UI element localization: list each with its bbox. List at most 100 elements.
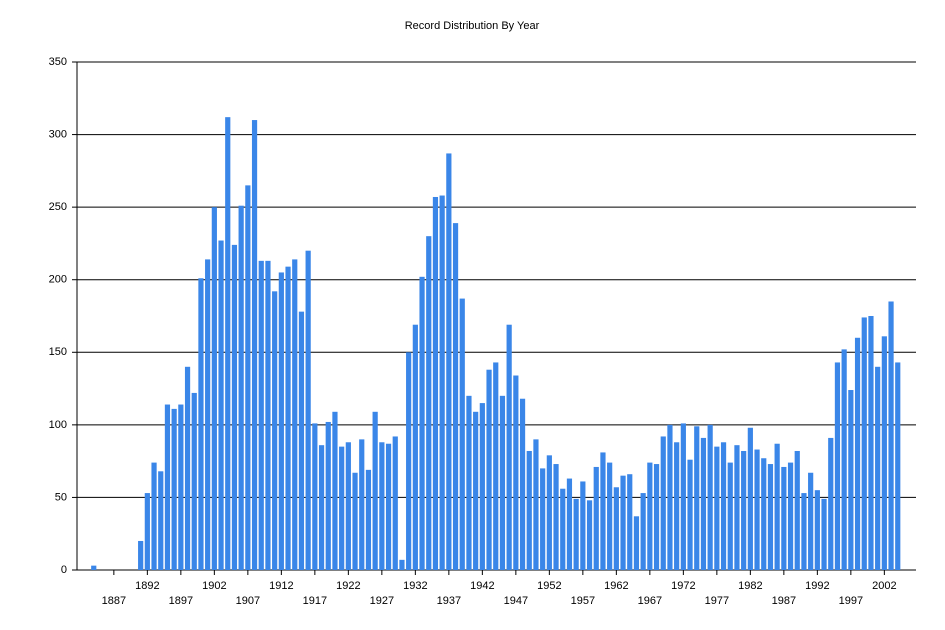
- bar: [854, 337, 861, 570]
- bar: [801, 493, 807, 570]
- bar: [265, 260, 271, 570]
- x-tick-label: 2002: [872, 580, 896, 592]
- bar: [694, 426, 700, 570]
- x-tick-label: 1907: [236, 595, 260, 607]
- bar: [305, 250, 311, 570]
- bar: [821, 498, 827, 570]
- x-tick-label: 1937: [437, 595, 461, 607]
- bar: [138, 540, 144, 570]
- bar: [231, 244, 238, 570]
- bar: [144, 493, 150, 570]
- chart-title: Record Distribution By Year: [405, 20, 540, 32]
- bar: [412, 324, 418, 570]
- bar: [720, 442, 727, 570]
- bar: [278, 272, 284, 570]
- bar: [687, 459, 693, 570]
- bar: [881, 336, 887, 570]
- bar: [499, 395, 506, 570]
- y-tick-label: 0: [61, 564, 67, 576]
- bar: [553, 464, 559, 570]
- bar: [607, 462, 613, 570]
- bar: [399, 559, 405, 570]
- bar: [875, 366, 881, 570]
- bar: [580, 481, 586, 570]
- bar: [184, 366, 191, 570]
- bar: [205, 259, 211, 570]
- bar: [312, 423, 318, 570]
- y-tick-label: 350: [49, 56, 67, 68]
- bar: [198, 278, 204, 570]
- bar: [747, 427, 753, 570]
- x-tick-label: 1977: [705, 595, 729, 607]
- bar: [339, 446, 345, 570]
- x-tick-label: 1912: [269, 580, 293, 592]
- x-tick-label: 1892: [135, 580, 159, 592]
- x-tick-label: 1992: [805, 580, 829, 592]
- bar: [533, 439, 539, 570]
- bar: [774, 443, 780, 570]
- x-tick-label: 1967: [638, 595, 662, 607]
- bar: [828, 437, 834, 570]
- y-tick-label: 50: [55, 491, 67, 503]
- bar: [372, 411, 378, 570]
- bar: [861, 317, 867, 570]
- bar: [486, 369, 492, 570]
- bar: [493, 362, 499, 570]
- bar: [245, 185, 251, 570]
- bar: [426, 236, 432, 570]
- bar: [191, 392, 197, 570]
- bar: [158, 471, 164, 570]
- bar: [868, 316, 874, 570]
- bar: [171, 408, 177, 570]
- bar: [674, 442, 680, 570]
- bar: [211, 207, 217, 570]
- bar: [238, 205, 244, 571]
- x-tick-label: 1927: [370, 595, 394, 607]
- bar: [332, 411, 338, 570]
- x-tick-label: 1917: [303, 595, 327, 607]
- bar: [794, 450, 800, 570]
- bar: [754, 449, 760, 570]
- bar: [292, 259, 298, 570]
- x-tick-label: 1962: [604, 580, 628, 592]
- bar: [808, 472, 814, 570]
- bar: [519, 398, 526, 570]
- x-tick-label: 1897: [169, 595, 193, 607]
- x-tick-label: 1997: [839, 595, 863, 607]
- bar: [660, 436, 666, 570]
- bar: [466, 395, 472, 570]
- bar: [727, 462, 733, 570]
- bar: [285, 266, 291, 570]
- bar: [700, 437, 707, 570]
- bar: [781, 466, 787, 570]
- y-tick-label: 300: [49, 128, 67, 140]
- bar: [352, 472, 358, 570]
- bar: [164, 404, 171, 570]
- bar: [647, 462, 653, 570]
- bar: [345, 442, 351, 570]
- bar: [473, 411, 479, 570]
- bar: [298, 311, 305, 570]
- bar: [895, 362, 901, 570]
- bar: [225, 117, 231, 570]
- bar: [653, 464, 660, 570]
- bar: [251, 120, 258, 571]
- x-tick-label: 1887: [102, 595, 126, 607]
- y-tick-label: 150: [49, 346, 67, 358]
- bar: [834, 362, 841, 570]
- bar: [848, 390, 854, 570]
- bar: [888, 301, 894, 570]
- bar: [446, 153, 452, 570]
- bar: [392, 436, 398, 570]
- bar: [479, 403, 485, 570]
- bar: [385, 443, 392, 570]
- bar: [620, 475, 626, 570]
- bar: [178, 404, 184, 570]
- bar: [787, 462, 794, 570]
- x-tick-label: 1942: [470, 580, 494, 592]
- bar: [633, 516, 640, 570]
- bar: [540, 468, 546, 570]
- bar: [359, 439, 365, 570]
- bar: [546, 455, 552, 570]
- bar: [439, 195, 445, 570]
